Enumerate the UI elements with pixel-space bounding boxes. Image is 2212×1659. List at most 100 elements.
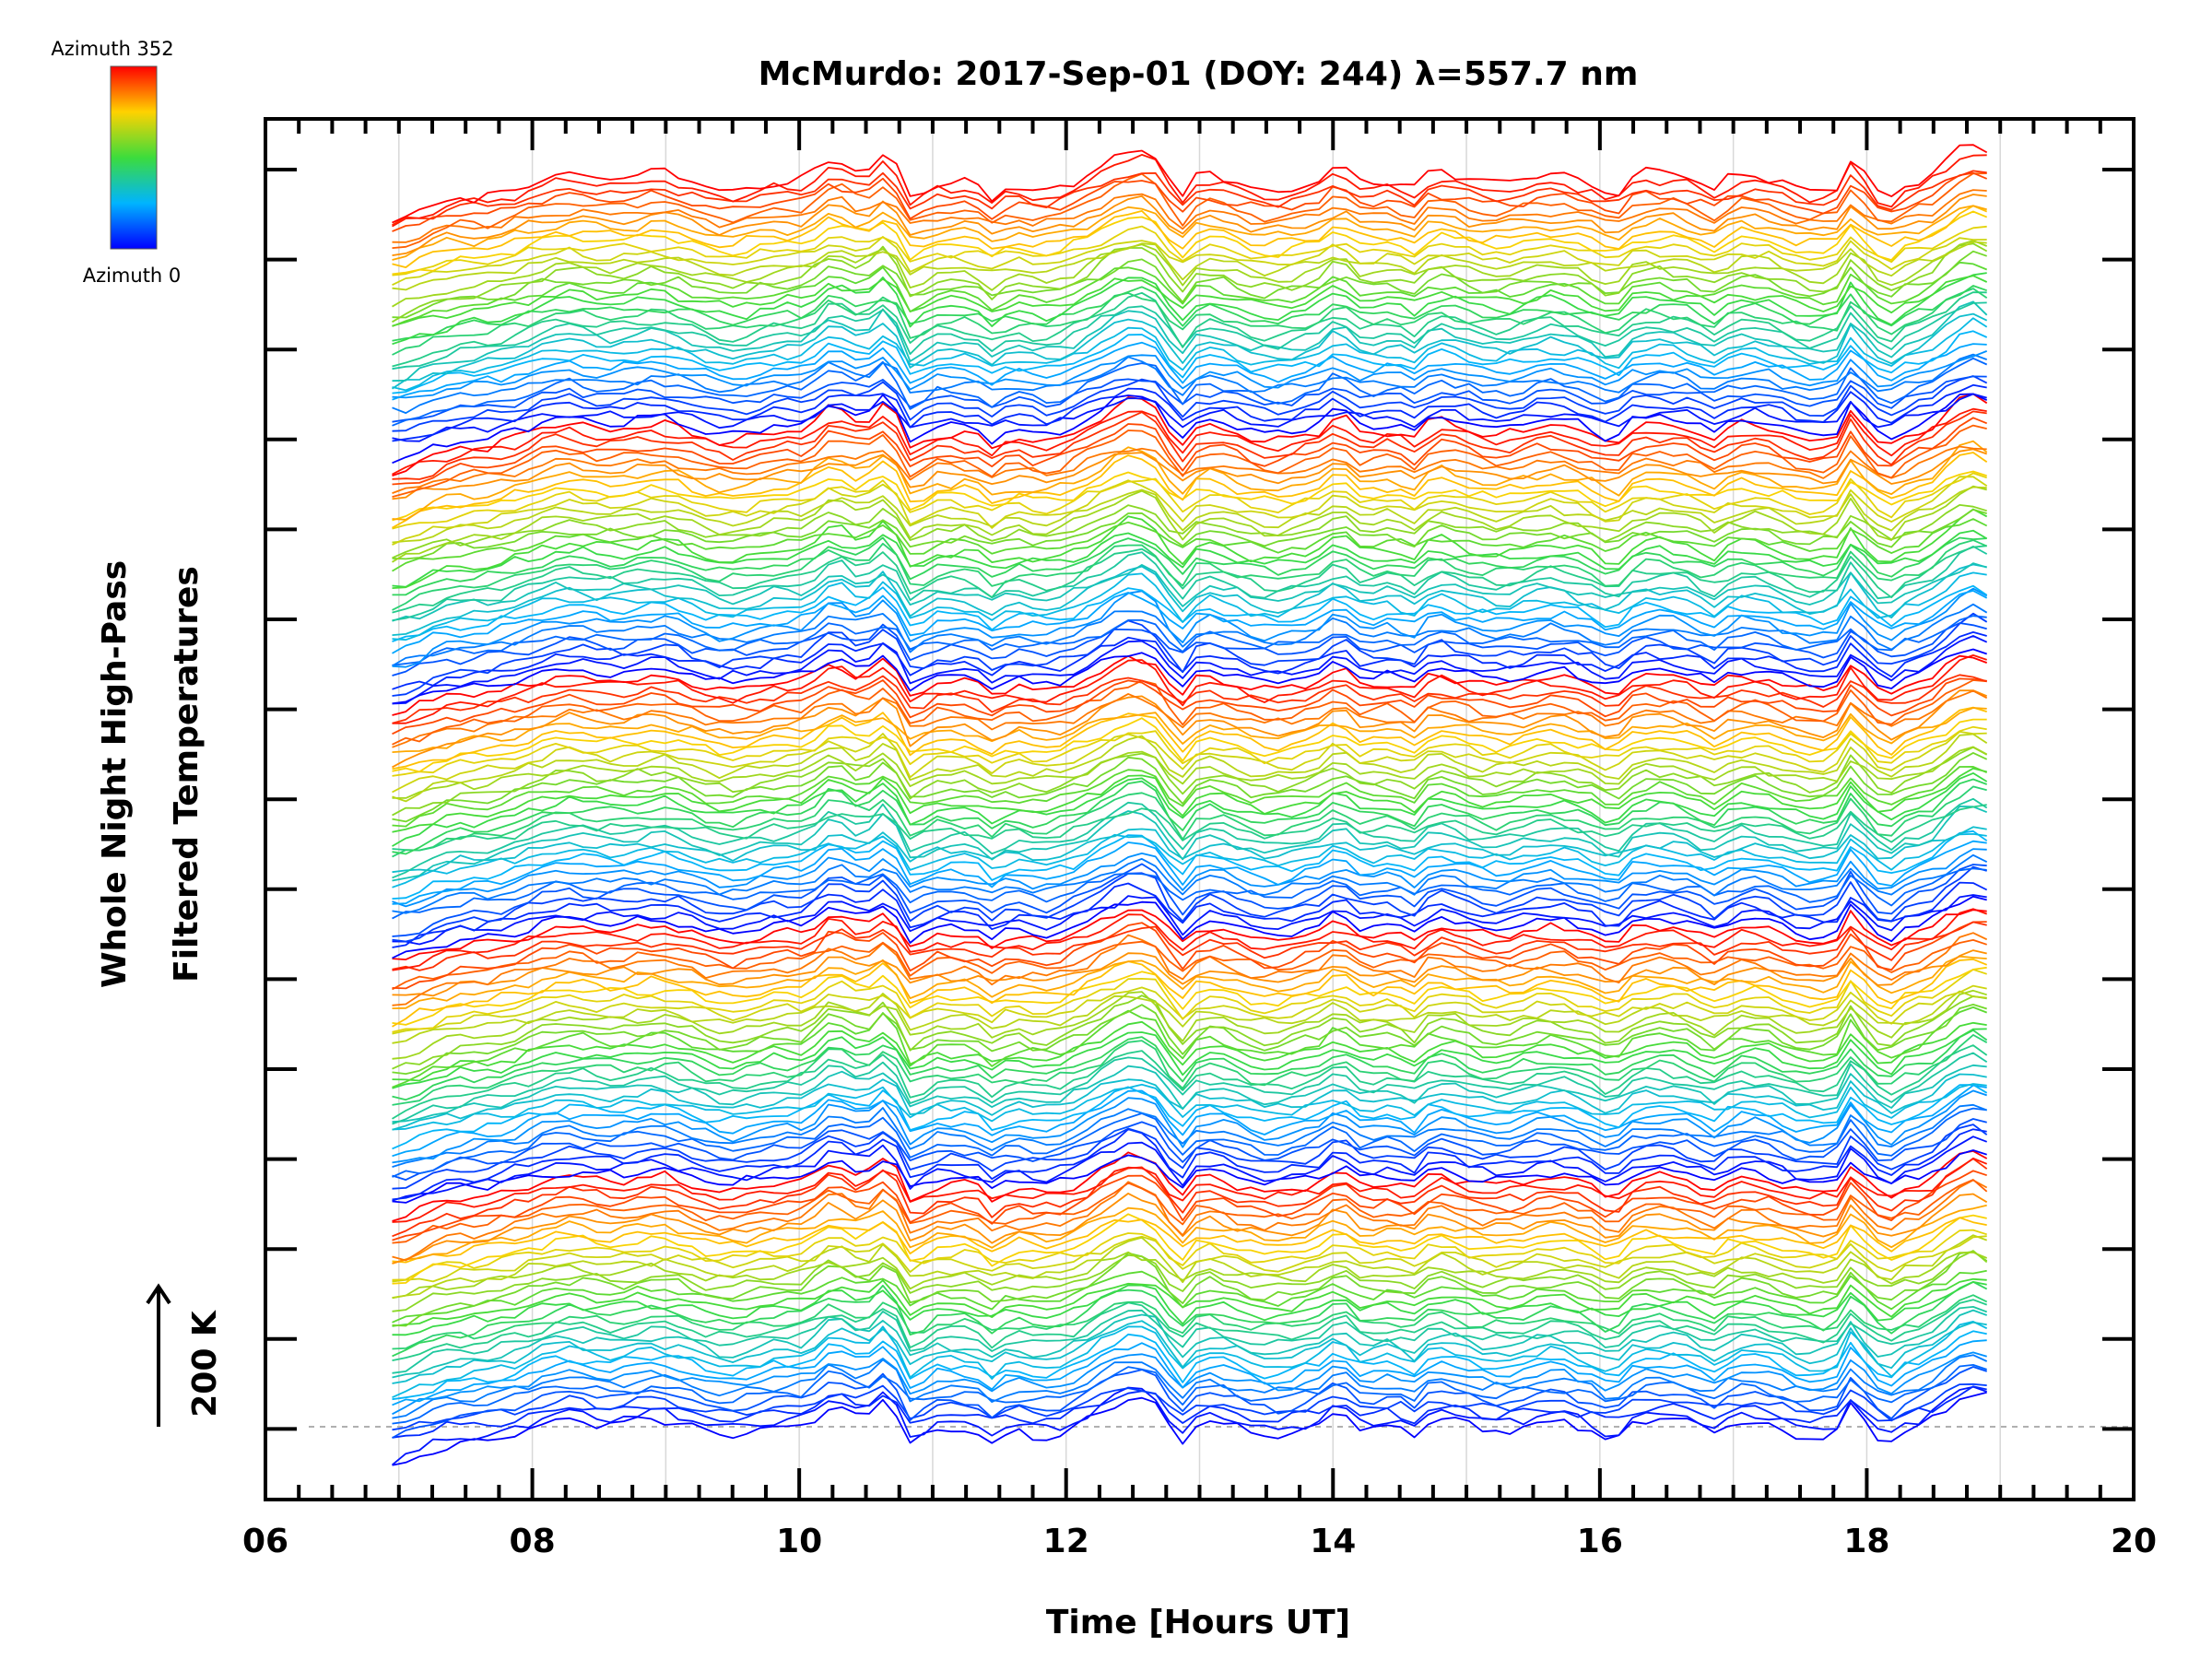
series-line xyxy=(392,508,1988,589)
series-line xyxy=(392,393,1988,477)
series-line xyxy=(392,1217,1987,1264)
series-line xyxy=(392,767,1987,833)
series-line xyxy=(392,1084,1987,1158)
series-line xyxy=(392,1391,1987,1466)
series-line xyxy=(392,733,1988,803)
series-line xyxy=(392,1354,1988,1419)
series-line xyxy=(392,1251,1988,1300)
series-line xyxy=(392,1299,1988,1361)
series-line xyxy=(392,1158,1988,1238)
series-line xyxy=(392,826,1987,874)
series-line xyxy=(392,375,1987,423)
series-line xyxy=(392,590,1988,654)
series-line xyxy=(392,895,1987,959)
series-line xyxy=(392,225,1987,276)
series-line xyxy=(392,1118,1987,1181)
x-tick-label: 20 xyxy=(2111,1523,2157,1560)
series-line xyxy=(392,485,1987,563)
series-line xyxy=(392,170,1987,226)
x-axis-label: Time [Hours UT] xyxy=(1046,1604,1350,1641)
series-line xyxy=(392,353,1988,415)
series-line xyxy=(392,288,1988,356)
series-line xyxy=(392,1135,1988,1202)
series-line xyxy=(392,622,1987,677)
series-line xyxy=(392,546,1988,621)
series-line xyxy=(392,205,1988,269)
series-line xyxy=(392,587,1988,668)
series-line xyxy=(392,848,1987,908)
series-line xyxy=(392,752,1988,823)
series-line xyxy=(392,1339,1987,1406)
series-line xyxy=(392,1309,1988,1379)
series-line xyxy=(392,746,1988,799)
series-line xyxy=(392,1321,1988,1399)
series-line xyxy=(392,205,1987,261)
series-line xyxy=(392,654,1987,724)
series-line xyxy=(392,518,1988,572)
series-line xyxy=(392,731,1987,794)
series-line xyxy=(392,949,1987,997)
series-line xyxy=(392,472,1987,530)
series-line xyxy=(392,830,1988,900)
series-line xyxy=(392,707,1987,753)
colorbar-bottom-label: Azimuth 0 xyxy=(83,265,182,287)
series-line xyxy=(392,1250,1988,1312)
series-line xyxy=(392,285,1987,342)
series-line xyxy=(392,272,1987,346)
x-tick-label: 12 xyxy=(1043,1523,1089,1560)
series-line xyxy=(392,689,1988,769)
series-line xyxy=(392,417,1988,486)
series-line xyxy=(392,1034,1988,1106)
series-line xyxy=(392,1089,1987,1164)
series-line xyxy=(392,1213,1987,1285)
series-line xyxy=(392,529,1988,588)
series-line xyxy=(392,746,1988,817)
series-line xyxy=(392,984,1987,1035)
series-line xyxy=(392,1306,1988,1374)
series-line xyxy=(392,1330,1987,1401)
series-line xyxy=(392,536,1987,596)
series-line xyxy=(392,144,1988,224)
scale-bar-label: 200 K xyxy=(186,1310,224,1418)
series-line xyxy=(392,909,1987,960)
series-line xyxy=(392,250,1987,319)
colorbar-top-label: Azimuth 352 xyxy=(51,38,173,60)
series-line xyxy=(392,853,1988,914)
series-line xyxy=(392,1083,1987,1131)
x-tick-label: 10 xyxy=(776,1523,822,1560)
series-line xyxy=(392,504,1987,559)
series-line xyxy=(392,1364,1987,1425)
scale-arrow xyxy=(146,1283,171,1427)
series-line xyxy=(392,1028,1987,1089)
series-line xyxy=(392,725,1987,777)
series-line xyxy=(392,1084,1988,1150)
series-line xyxy=(392,241,1987,291)
series-line xyxy=(392,242,1988,324)
series-line xyxy=(392,172,1987,249)
series-line xyxy=(392,312,1988,390)
series-line xyxy=(392,674,1987,724)
series-line xyxy=(392,806,1988,882)
series-line xyxy=(392,921,1987,990)
series-line xyxy=(392,969,1987,1033)
series-line xyxy=(392,448,1987,500)
series-line xyxy=(392,509,1987,560)
series-line xyxy=(392,1044,1988,1120)
x-tick-labels: 06 08 10 12 14 16 18 20 xyxy=(242,1523,2157,1560)
series-line xyxy=(392,171,1988,232)
series-line xyxy=(392,357,1988,427)
series-line xyxy=(392,1280,1988,1358)
series-line xyxy=(392,291,1987,368)
series-line xyxy=(392,383,1987,442)
series-line xyxy=(392,865,1987,943)
x-tick-label: 16 xyxy=(1577,1523,1623,1560)
series-line xyxy=(392,1320,1987,1384)
series-line xyxy=(392,966,1987,1026)
series-line xyxy=(392,1204,1987,1265)
series-line xyxy=(392,1150,1988,1222)
series-line xyxy=(392,778,1988,855)
series-line xyxy=(392,863,1987,937)
series-line xyxy=(392,470,1987,522)
series-line xyxy=(392,677,1987,735)
